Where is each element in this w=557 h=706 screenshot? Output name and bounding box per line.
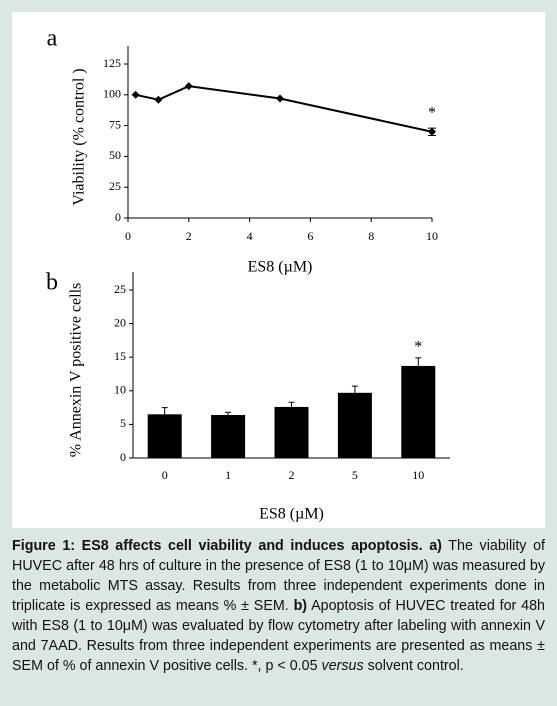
caption-text: b) [293,598,308,614]
y-tick-label: 10 [114,383,126,397]
annotation: * [414,339,422,356]
y-tick-label: 0 [115,210,121,224]
x-tick-label: 4 [247,229,253,243]
x-tick-label: 8 [368,229,374,243]
x-tick-label: 0 [162,468,168,482]
y-axis-label: Viability (% control ) [71,68,88,205]
panel-letter: a [47,26,58,52]
bar [147,414,182,458]
caption-text: The viability of HUVEC after 48 hrs of c… [12,538,545,614]
x-axis-label: ES8 (µM) [259,506,324,523]
error-bar [428,127,436,136]
panel-letter: b [46,270,58,296]
caption-text: Figure 1: ES8 affects cell viability and… [12,538,442,554]
point [184,82,193,91]
y-tick-label: 5 [120,416,126,430]
x-tick-label: 1 [225,468,231,482]
bar [211,414,246,458]
caption: Figure 1: ES8 affects cell viability and… [12,536,545,676]
x-tick-label: 2 [289,468,295,482]
y-tick-label: 75 [109,117,121,131]
error-bar [415,357,422,366]
y-tick-label: 50 [109,148,121,162]
y-tick-label: 25 [114,282,126,296]
caption-text: versus [321,658,364,674]
y-tick-label: 100 [103,87,121,101]
point [276,94,284,103]
point [131,90,140,99]
x-tick-label: 10 [426,229,438,243]
x-tick-label: 10 [412,468,424,482]
bar [274,406,309,458]
error-bar [288,401,295,407]
x-tick-label: 0 [125,229,131,243]
error-bar [225,411,232,415]
x-axis-label: ES8 (µM) [248,259,313,276]
caption-text: solvent control. [363,658,464,674]
y-axis-label: % Annexin V positive cells [68,283,85,458]
bar [401,365,436,458]
caption-text: Apoptosis of HUVEC treated for 48h with … [12,598,545,674]
annotation: * [428,105,436,122]
point [154,95,163,104]
y-tick-label: 15 [114,349,126,363]
error-bar [161,407,168,415]
y-tick-label: 0 [120,450,126,464]
error-bar [351,385,358,393]
x-tick-label: 6 [307,229,313,243]
y-tick-label: 25 [109,179,121,193]
y-tick-label: 20 [114,315,126,329]
x-tick-label: 2 [186,229,192,243]
bar [337,392,372,458]
x-tick-label: 5 [352,468,358,482]
y-tick-label: 125 [103,56,121,70]
